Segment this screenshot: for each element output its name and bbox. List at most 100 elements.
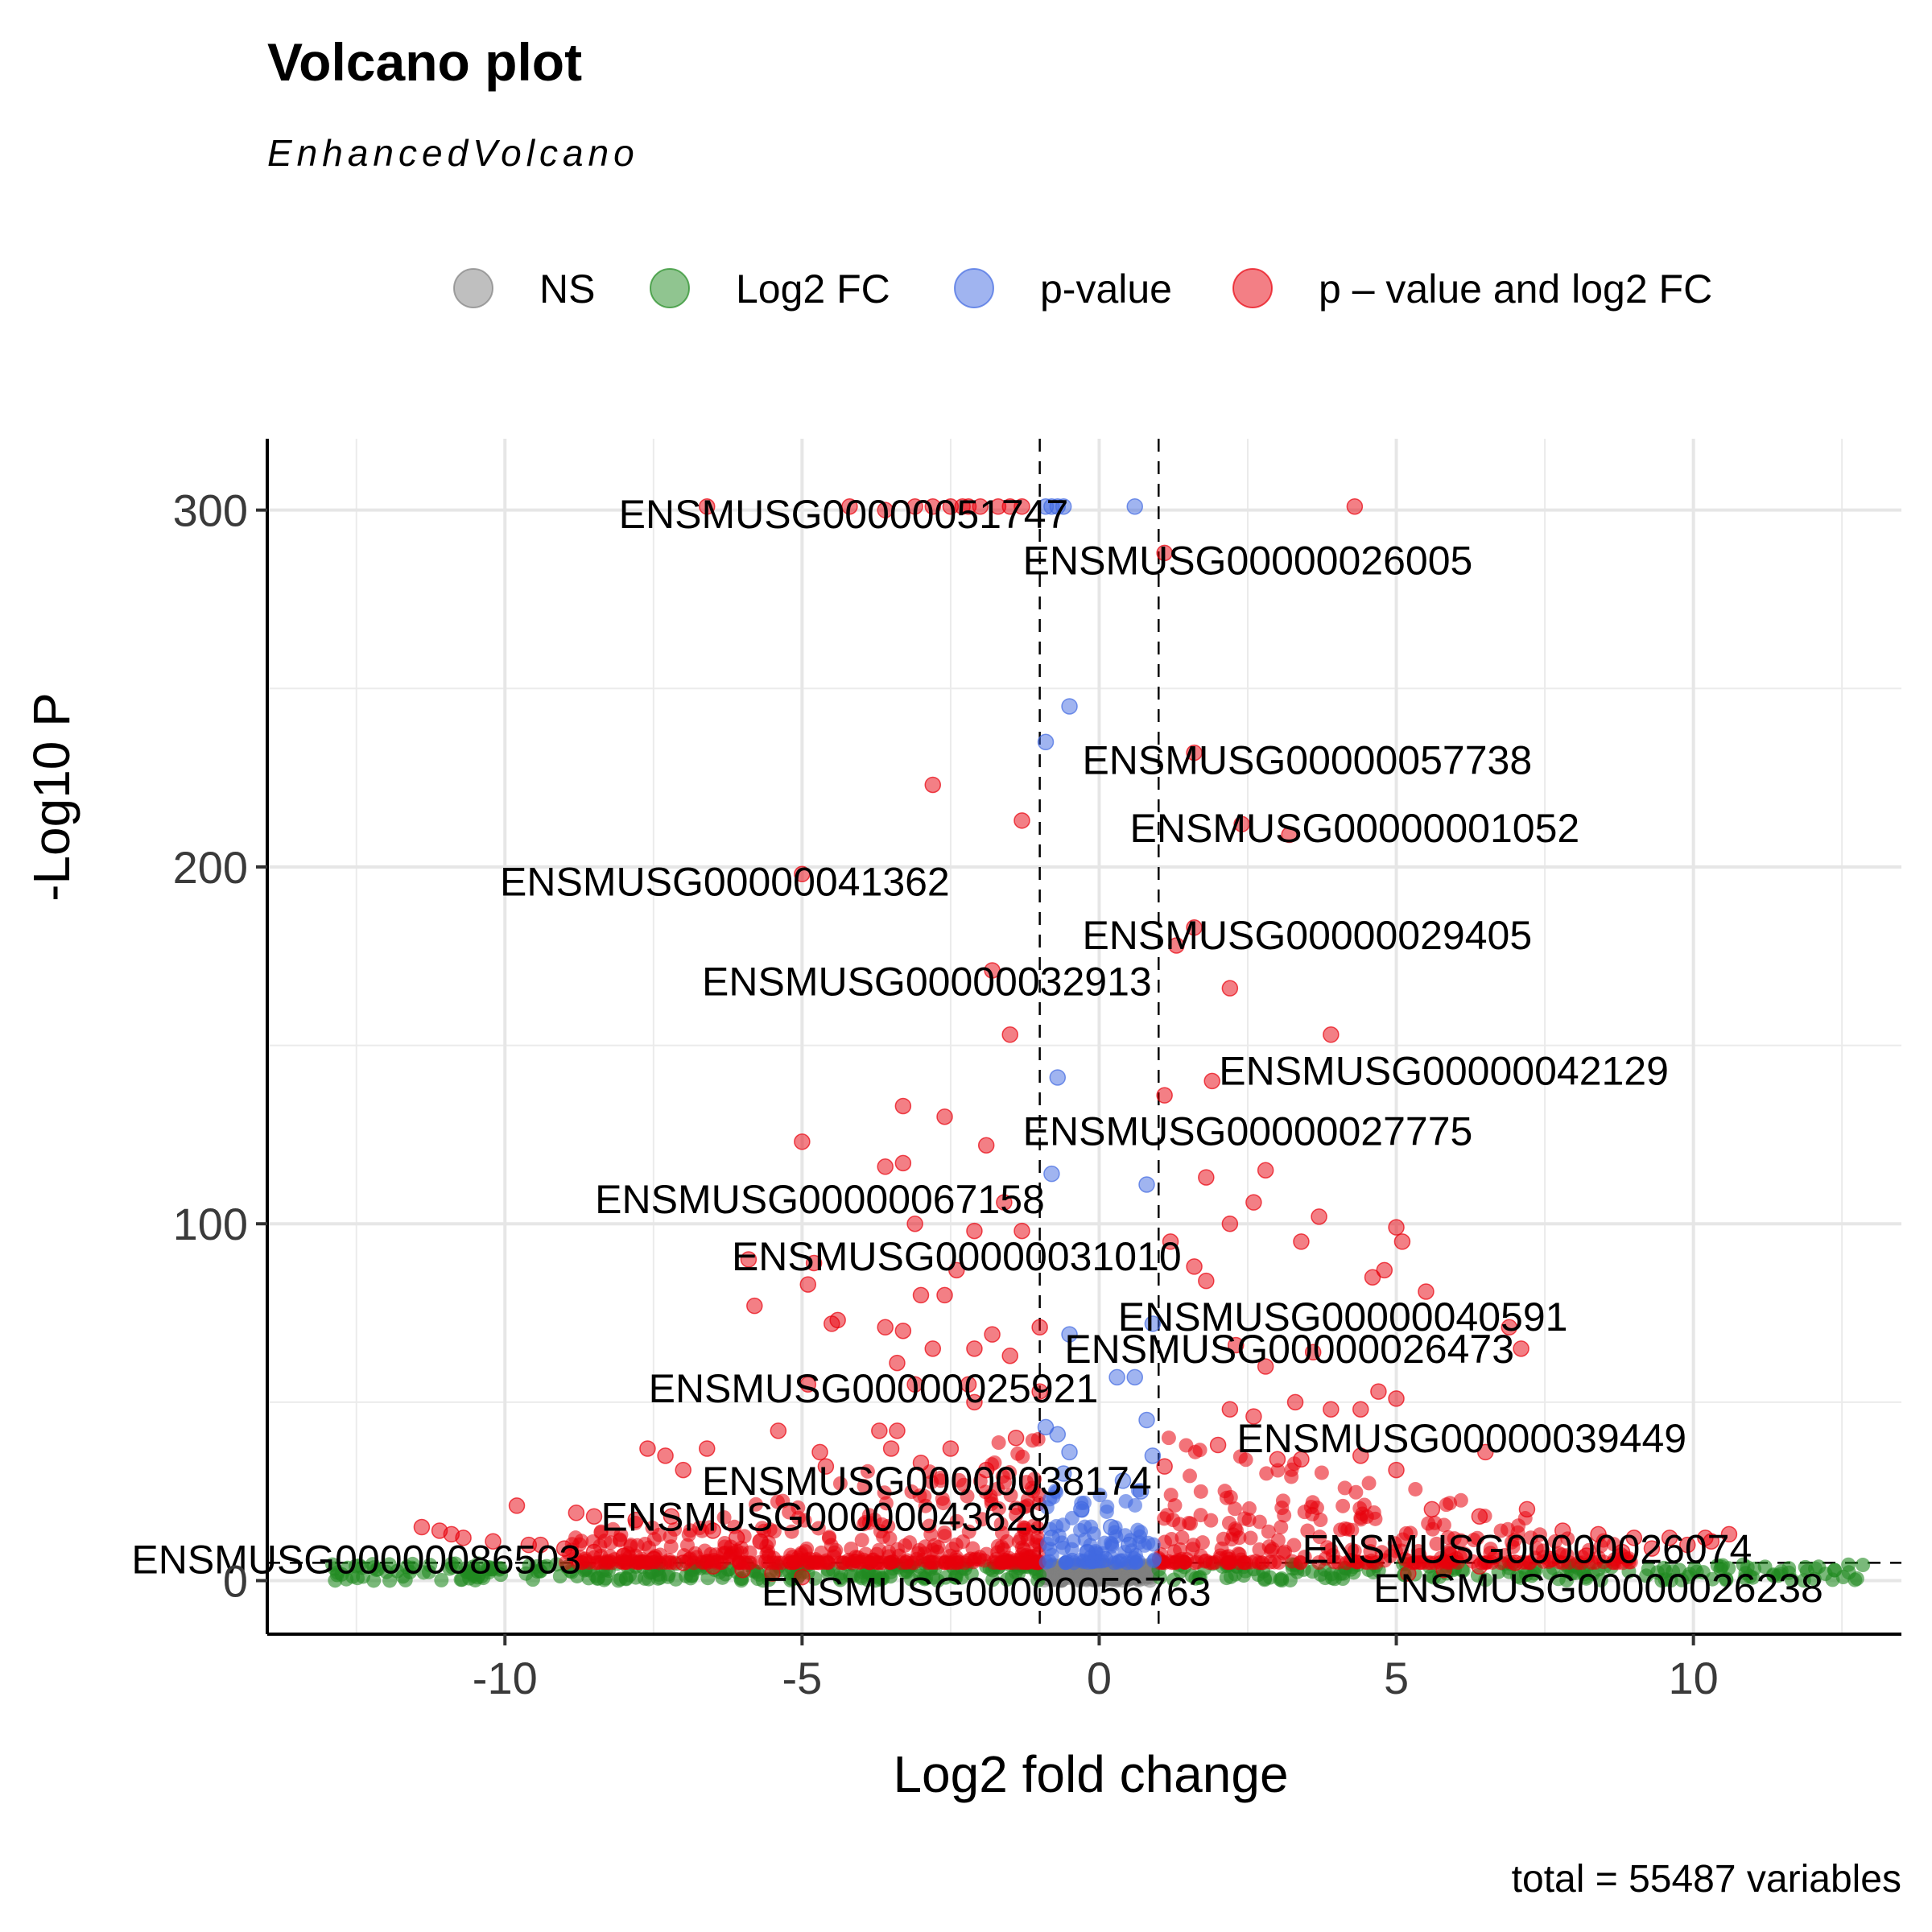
point-log2fc [930,1573,945,1588]
gene-label: ENSMUSG00000067158 [595,1177,1045,1222]
point-pvalue-and-log2fc [933,1470,948,1485]
point-pvalue-and-log2fc [638,1536,653,1551]
point-pvalue-and-log2fc [1314,1465,1329,1480]
point-log2fc [1719,1572,1734,1587]
point-pvalue-and-log2fc [889,1354,906,1372]
point-pvalue-and-log2fc [924,776,942,794]
point-pvalue-and-log2fc [704,1558,721,1575]
point-pvalue-and-log2fc [585,1543,603,1561]
point-log2fc [465,1559,481,1575]
y-tick-label: 300 [173,485,248,536]
point-pvalue-and-log2fc [990,1481,1005,1496]
point-pvalue-and-log2fc [877,502,894,518]
point-pvalue-and-log2fc [861,1515,877,1530]
gene-label: ENSMUSG00000040591 [1118,1294,1568,1340]
gene-label: ENSMUSG00000032913 [702,960,1152,1005]
point-pvalue [1037,733,1055,751]
point-pvalue-and-log2fc [993,1517,1009,1532]
point-log2fc [327,1561,342,1576]
point-pvalue [1110,1554,1125,1570]
point-pvalue-and-log2fc [799,1552,814,1567]
point-pvalue-and-log2fc [1252,1514,1267,1530]
gene-label: ENSMUSG00000038174 [702,1459,1152,1504]
point-log2fc [444,1556,460,1571]
point-pvalue [1043,1530,1060,1546]
point-pvalue-and-log2fc [1423,1501,1441,1518]
point-pvalue [1042,1554,1057,1569]
point-log2fc [1236,1568,1252,1583]
legend-key-ns [453,268,493,308]
point-pvalue-and-log2fc [532,1536,549,1554]
point-pvalue-and-log2fc [977,1137,995,1154]
point-pvalue [1146,1554,1162,1569]
point-pvalue-and-log2fc [1376,1261,1393,1279]
point-pvalue-and-log2fc [999,1554,1014,1569]
point-pvalue-and-log2fc [1276,1546,1291,1561]
point-pvalue-and-log2fc [1323,1401,1340,1418]
point-pvalue-and-log2fc [613,1532,628,1547]
point-pvalue-and-log2fc [1166,1544,1182,1559]
point-pvalue-and-log2fc [1221,1215,1239,1232]
point-pvalue-and-log2fc [1506,1554,1524,1571]
point-log2fc [1030,1573,1046,1588]
point-pvalue-and-log2fc [1312,1530,1327,1545]
point-pvalue-and-log2fc [1286,1393,1304,1411]
point-log2fc [1672,1563,1687,1578]
point-log2fc [1773,1563,1789,1579]
legend-label: p – value and log2 FC [1319,266,1712,312]
point-pvalue-and-log2fc [1311,1208,1327,1225]
point-ns [1099,1568,1114,1583]
point-pvalue-and-log2fc [841,1552,857,1567]
point-pvalue-and-log2fc [699,497,716,515]
point-pvalue-and-log2fc [1011,1534,1026,1550]
y-tick-label: 0 [223,1556,248,1607]
point-pvalue-and-log2fc [1331,1554,1346,1570]
legend-label: p-value [1040,266,1172,312]
point-pvalue-and-log2fc [704,1522,721,1539]
point-pvalue-and-log2fc [942,1440,960,1457]
point-pvalue-and-log2fc [1223,1489,1238,1505]
point-pvalue-and-log2fc [1435,1561,1452,1579]
gene-label: ENSMUSG00000051747 [619,492,1069,537]
point-pvalue-and-log2fc [1252,1542,1267,1557]
point-pvalue-and-log2fc [627,1511,644,1529]
point-pvalue [1047,1484,1063,1499]
point-pvalue-and-log2fc [1203,1072,1220,1090]
point-pvalue-and-log2fc [943,1548,958,1563]
point-log2fc [843,1568,858,1583]
point-pvalue [1127,1497,1142,1513]
point-pvalue-and-log2fc [1179,1438,1194,1453]
point-log2fc [1559,1573,1575,1588]
point-pvalue-and-log2fc [894,1154,912,1172]
point-pvalue-and-log2fc [1361,1476,1377,1491]
point-log2fc [618,1571,634,1587]
point-pvalue-and-log2fc [912,1286,930,1304]
point-pvalue-and-log2fc [1377,1553,1393,1568]
point-pvalue-and-log2fc [1578,1547,1596,1564]
point-pvalue-and-log2fc [572,1537,587,1552]
point-pvalue-and-log2fc [1228,1501,1243,1517]
point-pvalue-and-log2fc [968,1551,983,1567]
point-log2fc [985,1572,1001,1587]
point-pvalue-and-log2fc [1209,1436,1227,1454]
point-pvalue-and-log2fc [984,962,1001,979]
point-pvalue-and-log2fc [797,1513,812,1528]
legend-label: Log2 FC [736,266,890,312]
point-pvalue-and-log2fc [1261,1524,1276,1539]
point-pvalue-and-log2fc [1613,1543,1631,1561]
point-pvalue-and-log2fc [782,1505,797,1520]
point-log2fc [379,1564,394,1579]
point-pvalue-and-log2fc [1518,1501,1536,1518]
point-pvalue-and-log2fc [1477,1443,1494,1461]
point-pvalue [1114,1472,1132,1489]
x-tick-label: -10 [473,1653,538,1703]
point-pvalue-and-log2fc [1625,1530,1643,1546]
point-pvalue [1121,1536,1137,1554]
point-pvalue-and-log2fc [1016,1520,1031,1535]
point-pvalue-and-log2fc [794,1568,811,1586]
point-pvalue-and-log2fc [1388,1219,1405,1236]
point-log2fc [402,1564,418,1579]
point-pvalue-and-log2fc [949,1513,964,1529]
point-pvalue-and-log2fc [1522,1555,1538,1571]
point-log2fc [1478,1572,1493,1587]
